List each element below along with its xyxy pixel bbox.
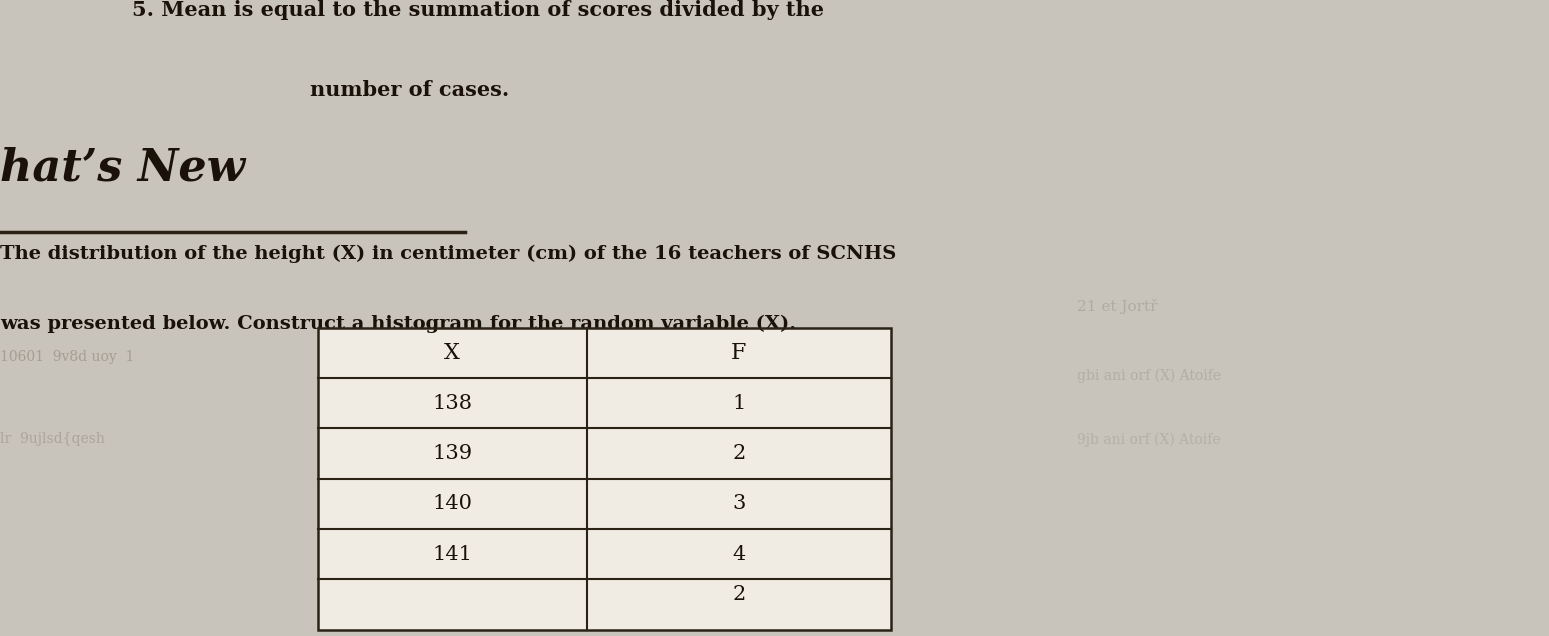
Text: 5. Mean is equal to the summation of scores divided by the: 5. Mean is equal to the summation of sco… (132, 0, 824, 20)
Text: The distribution of the height (X) in centimeter (cm) of the 16 teachers of SCNH: The distribution of the height (X) in ce… (0, 245, 897, 263)
Text: 141: 141 (432, 544, 472, 563)
Text: lr  9ujlsd{qesh: lr 9ujlsd{qesh (0, 432, 105, 446)
Bar (318, 328, 891, 630)
Text: 9jb ani orf (X) Atoife: 9jb ani orf (X) Atoife (1077, 432, 1221, 447)
Text: 138: 138 (432, 394, 472, 413)
Text: was presented below. Construct a histogram for the random variable (X).: was presented below. Construct a histogr… (0, 315, 796, 333)
Text: hat’s New: hat’s New (0, 146, 245, 190)
Text: 4: 4 (733, 544, 745, 563)
Text: 139: 139 (432, 444, 472, 463)
Text: number of cases.: number of cases. (310, 80, 510, 99)
Bar (318, 328, 891, 630)
Text: 1: 1 (733, 394, 745, 413)
Text: F: F (731, 342, 747, 364)
Text: 140: 140 (432, 494, 472, 513)
Text: 2: 2 (733, 585, 745, 604)
Text: gbi ani orf (X) Atoife: gbi ani orf (X) Atoife (1077, 369, 1221, 384)
Text: 3: 3 (733, 494, 745, 513)
Text: 10601  9v8d uoy  1: 10601 9v8d uoy 1 (0, 350, 135, 364)
Text: 2: 2 (733, 444, 745, 463)
Text: X: X (445, 342, 460, 364)
Text: 21 et Jortř: 21 et Jortř (1077, 299, 1157, 314)
